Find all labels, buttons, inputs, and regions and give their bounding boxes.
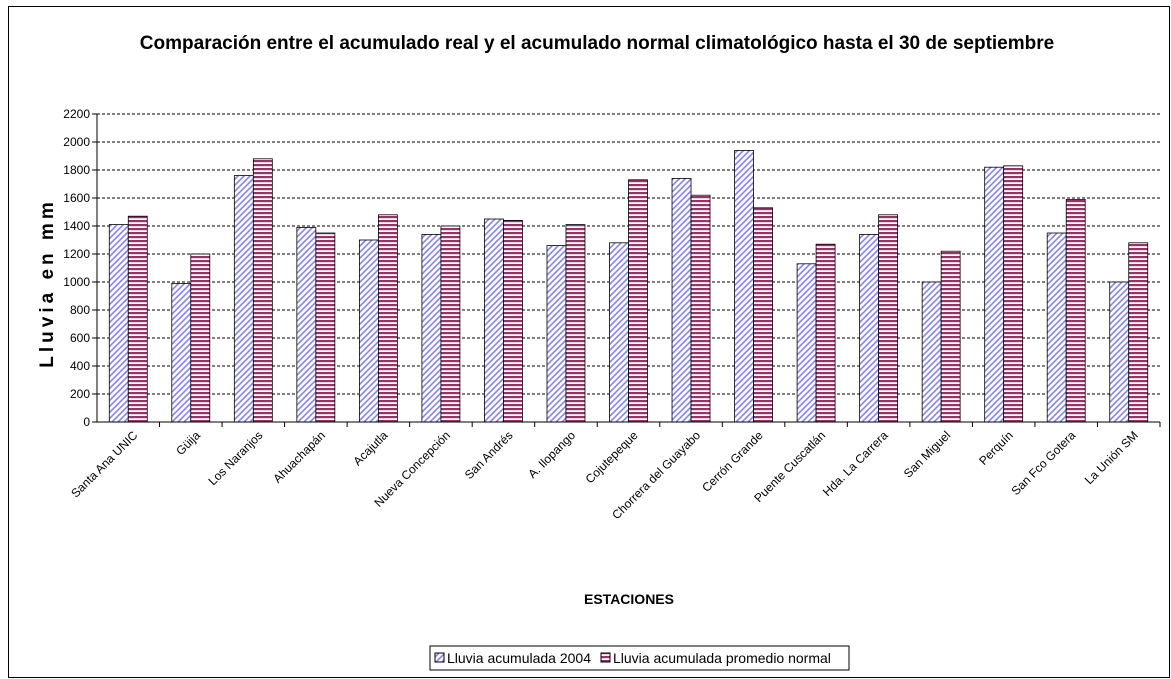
category-label: La Unión SM	[1082, 428, 1141, 487]
bar-normal	[1003, 165, 1024, 423]
bar-2004	[358, 239, 379, 423]
y-tick-label: 2000	[63, 135, 90, 149]
category-label: Ahuachapán	[270, 428, 328, 486]
y-axis-ticks: 0 200 400 600 800 1000 1200 1400 1600 1800 2000 220…	[63, 107, 97, 429]
legend-label-normal: Lluvia acumulada promedio normal	[613, 650, 831, 666]
bar-normal	[1128, 242, 1149, 423]
legend-swatch-2004	[434, 652, 445, 663]
category-label: Santa Ana UNIC	[68, 428, 140, 500]
bar-2004	[1046, 232, 1067, 423]
legend: Lluvia acumulada 2004 Lluvia acumulada p…	[429, 645, 850, 671]
bar-2004	[296, 226, 317, 423]
bar-2004	[859, 233, 880, 423]
bar-normal	[628, 179, 648, 423]
category-label: Acajutla	[350, 428, 390, 468]
bar-normal	[940, 250, 961, 423]
y-tick-label: 2200	[63, 107, 90, 121]
y-tick-label: 1200	[63, 247, 90, 261]
bar-normal	[190, 253, 211, 423]
bar-2004	[609, 242, 629, 423]
y-tick-label: 600	[70, 331, 90, 345]
bar-2004	[796, 263, 817, 423]
bar-2004	[171, 282, 192, 423]
bar-normal	[815, 243, 836, 423]
bar-2004	[921, 281, 942, 423]
bar-2004	[734, 149, 754, 423]
bar-normal	[565, 224, 586, 423]
legend-box	[429, 645, 850, 671]
bar-2004	[546, 245, 567, 423]
bar-normal	[377, 214, 398, 423]
x-axis-categories: Santa Ana UNIC Güija Los Naranjos Ahuachapá…	[68, 422, 1161, 522]
bar-normal	[315, 232, 336, 423]
category-label: Güija	[173, 428, 203, 458]
y-tick-label: 800	[70, 303, 90, 317]
x-axis-title: ESTACIONES	[584, 591, 674, 607]
category-label: San Miguel	[901, 428, 953, 480]
bar-normal	[503, 219, 523, 423]
legend-label-2004: Lluvia acumulada 2004	[447, 650, 591, 666]
y-tick-label: 1800	[63, 163, 90, 177]
y-tick-label: 1400	[63, 219, 90, 233]
category-label: Cerrón Grande	[699, 428, 766, 495]
category-label: Hda. La Carrera	[820, 428, 891, 499]
bar-normal	[127, 215, 148, 423]
bar-normal	[252, 158, 273, 423]
chart-title: Comparación entre el acumulado real y el…	[140, 33, 1054, 54]
bar-2004	[1109, 281, 1130, 423]
bar-2004	[484, 218, 504, 423]
bar-2004	[233, 175, 254, 423]
bar-2004	[421, 233, 442, 423]
y-axis-title: Lluvia en mm	[37, 198, 58, 367]
bar-2004	[108, 224, 129, 423]
bar-normal	[753, 207, 773, 423]
category-label: San Fco Gotera	[1009, 428, 1079, 498]
category-label: Perquín	[976, 428, 1016, 468]
bar-normal	[878, 214, 899, 423]
category-label: Cojutepeque	[583, 428, 641, 486]
y-tick-label: 0	[83, 415, 90, 429]
axes	[96, 114, 1160, 423]
bar-normal	[1065, 198, 1086, 423]
category-label: San Andrés	[462, 428, 516, 482]
bar-normal	[690, 194, 711, 423]
y-tick-label: 400	[70, 359, 90, 373]
y-tick-label: 1000	[63, 275, 90, 289]
y-tick-label: 1600	[63, 191, 90, 205]
y-tick-label: 200	[70, 387, 90, 401]
grid	[97, 113, 1160, 395]
bar-2004	[671, 177, 692, 423]
legend-swatch-normal	[600, 652, 611, 663]
bar-normal	[440, 225, 461, 423]
category-label: Los Naranjos	[206, 428, 266, 488]
bar-2004	[984, 166, 1005, 423]
bars	[108, 149, 1149, 423]
category-label: A. Ilopango	[525, 428, 578, 481]
